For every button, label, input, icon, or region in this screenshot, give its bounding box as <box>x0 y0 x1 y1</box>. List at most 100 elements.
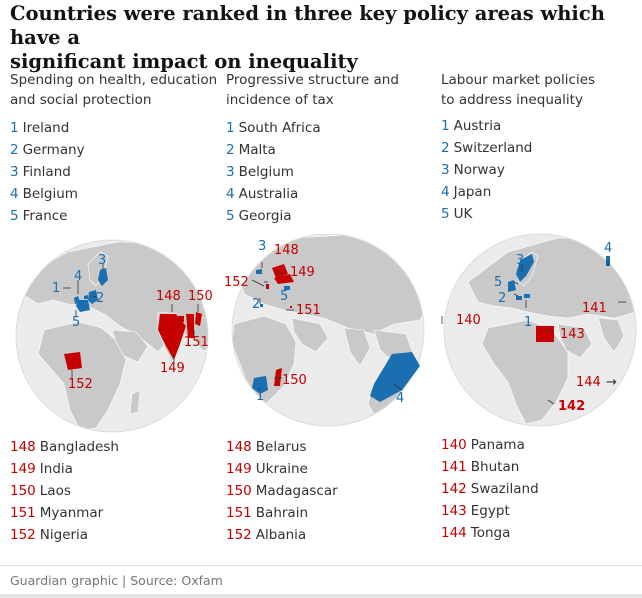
ukraine-shape <box>274 274 294 284</box>
bottom5-list-labour: 140 Panama 141 Bhutan 142 Swaziland 143 Egyp… <box>441 434 539 544</box>
top5-list-labour: 1 Austria 2 Switzerland 3 Norway 4 Japan 5 UK <box>441 115 532 225</box>
title-line-2: significant impact on inequality <box>10 50 358 73</box>
column-heading: Spending on health, education and social… <box>10 72 218 108</box>
map-label: 141 <box>582 301 607 316</box>
map-label: 142 <box>558 399 585 414</box>
column-heading: Labour market policies to address inequa… <box>441 72 596 108</box>
bottom-ranked-countries <box>64 312 202 370</box>
map-label: 144 <box>576 375 601 390</box>
top-ranked-countries <box>508 254 610 300</box>
switzerland-shape <box>516 296 522 300</box>
globe-map-labour: 1 2 3 4 5 140 141 142 143 144 → <box>441 233 637 427</box>
list-item: 149 Ukraine <box>226 461 308 477</box>
map-label: 3 <box>98 253 106 268</box>
land-masses <box>467 237 636 425</box>
bottom-ranked-countries <box>266 264 294 386</box>
india-shape <box>158 314 186 360</box>
list-item: 4 Belgium <box>10 186 78 202</box>
bahrain-shape <box>290 306 292 308</box>
list-item: 4 Australia <box>226 186 299 202</box>
map-label: 3 <box>516 253 524 268</box>
map-label: 5 <box>72 315 80 330</box>
map-label: 140 <box>456 313 481 328</box>
list-item: 4 Japan <box>441 184 492 200</box>
list-item: 140 Panama <box>441 437 525 453</box>
map-label: 5 <box>280 289 288 304</box>
list-item: 149 India <box>10 461 73 477</box>
list-item: 150 Laos <box>10 483 71 499</box>
list-item: 1 Austria <box>441 118 502 134</box>
list-item: 5 Georgia <box>226 208 292 224</box>
map-label: 149 <box>290 265 315 280</box>
list-item: 2 Switzerland <box>441 140 533 156</box>
belarus-shape <box>272 264 288 278</box>
uk-shape <box>508 280 516 292</box>
map-label: 4 <box>74 269 82 284</box>
map-label: 2 <box>252 297 260 312</box>
list-item: 150 Madagascar <box>226 483 338 499</box>
map-label: 5 <box>494 275 502 290</box>
list-item: 151 Bahrain <box>226 505 309 521</box>
list-item: 1 Ireland <box>10 120 70 136</box>
top5-list-spending: 1 Ireland 2 Germany 3 Finland 4 Belgium 5 Fra… <box>10 117 85 227</box>
map-label: 151 <box>296 303 321 318</box>
bottom5-list-tax: 148 Belarus 149 Ukraine 150 Madagascar 151 B… <box>226 436 338 546</box>
top-ranked-countries <box>74 268 108 312</box>
list-item: 152 Albania <box>226 527 307 543</box>
list-item: 141 Bhutan <box>441 459 520 475</box>
germany-shape <box>88 290 98 304</box>
map-label: 2 <box>498 291 506 306</box>
map-label: 4 <box>604 241 612 256</box>
list-item: 148 Belarus <box>226 439 307 455</box>
malta-shape <box>260 304 263 307</box>
arrow-icon: → <box>606 375 617 390</box>
list-item: 5 UK <box>441 206 473 222</box>
globe-map-spending: 1 2 3 4 5 148 149 150 151 152 <box>15 239 213 433</box>
madagascar-shape <box>274 368 282 386</box>
column-tax: Progressive structure and incidence of t… <box>226 70 438 110</box>
norway-shape <box>516 254 534 282</box>
georgia-shape <box>284 286 290 290</box>
myanmar-shape <box>186 314 194 338</box>
list-item: 143 Egypt <box>441 503 510 519</box>
finland-shape <box>98 268 108 286</box>
map-label: 148 <box>274 243 299 258</box>
list-item: 3 Belgium <box>226 164 294 180</box>
list-item: 5 France <box>10 208 68 224</box>
map-label: 150 <box>188 289 213 304</box>
map-label: 1 <box>524 315 532 330</box>
map-label: 152 <box>68 377 93 392</box>
australia-shape <box>370 352 420 402</box>
laos-shape <box>195 312 202 326</box>
south-africa-shape <box>252 376 268 394</box>
nigeria-shape <box>64 352 82 370</box>
list-item: 2 Germany <box>10 142 85 158</box>
list-item: 1 South Africa <box>226 120 321 136</box>
albania-shape <box>266 284 269 289</box>
list-item: 144 Tonga <box>441 525 511 541</box>
bottom-ranked-countries <box>536 326 554 342</box>
chart-title: Countries were ranked in three key polic… <box>10 2 630 74</box>
map-label: 2 <box>96 291 104 306</box>
list-item: 2 Malta <box>226 142 276 158</box>
france-shape <box>76 300 90 312</box>
footer-divider <box>0 565 642 566</box>
column-spending: Spending on health, education and social… <box>10 70 222 110</box>
column-heading: Progressive structure and incidence of t… <box>226 72 399 108</box>
austria-shape <box>524 294 530 298</box>
bottom-divider <box>0 594 642 598</box>
top5-list-tax: 1 South Africa 2 Malta 3 Belgium 4 Australia… <box>226 117 321 227</box>
map-label: 150 <box>282 373 307 388</box>
bottom5-list-spending: 148 Bangladesh 149 India 150 Laos 151 Myanma… <box>10 436 119 546</box>
title-line-1: Countries were ranked in three key polic… <box>10 2 605 49</box>
map-label: 148 <box>156 289 181 304</box>
column-labour: Labour market policies to address inequa… <box>441 70 642 110</box>
map-label: 149 <box>160 361 185 376</box>
map-label: 152 <box>224 275 249 290</box>
map-label: 4 <box>396 391 404 406</box>
map-label: 3 <box>258 239 266 254</box>
map-label: 151 <box>184 335 209 350</box>
globe-map-tax: 1 2 3 4 5 148 149 150 151 152 <box>224 234 425 427</box>
list-item: 142 Swaziland <box>441 481 539 497</box>
list-item: 3 Finland <box>10 164 71 180</box>
